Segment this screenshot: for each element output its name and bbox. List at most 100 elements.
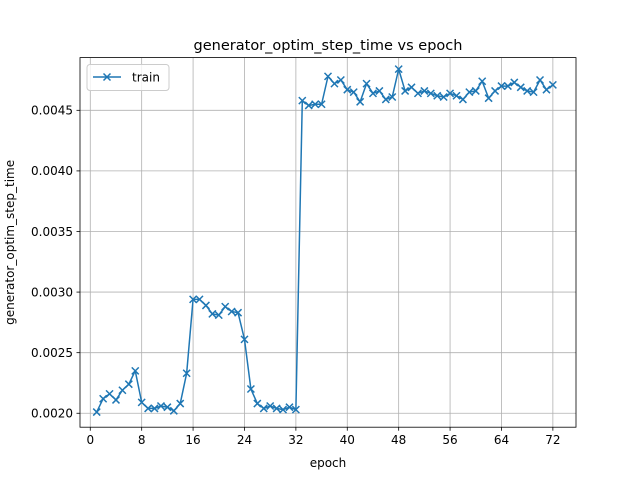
grid-lines xyxy=(80,57,576,428)
data-point-marker xyxy=(458,95,467,104)
data-point-marker xyxy=(201,301,210,310)
data-point-marker xyxy=(304,101,313,110)
data-point-marker xyxy=(317,100,326,109)
data-point-marker xyxy=(291,405,300,414)
data-point-marker xyxy=(362,79,371,88)
data-point-marker xyxy=(227,307,236,316)
data-point-marker xyxy=(420,86,429,95)
data-point-marker xyxy=(548,80,557,89)
data-point-marker xyxy=(208,309,217,318)
data-point-marker xyxy=(375,86,384,95)
axis-ticks: 0 8 16 24 32 40 48 56 64 72 0.0020 0.0025 0.0030 0.00… xyxy=(31,104,561,448)
data-point-marker xyxy=(246,384,255,394)
data-point-marker xyxy=(503,82,512,91)
data-point-marker xyxy=(433,91,442,100)
y-tick-label: 0.0045 xyxy=(31,104,73,118)
data-point-marker xyxy=(118,386,127,395)
data-point-marker xyxy=(182,369,191,378)
data-point-marker xyxy=(278,405,288,414)
plot-area xyxy=(80,57,576,428)
series-layer xyxy=(92,65,557,417)
x-tick-label: 64 xyxy=(494,433,509,447)
data-point-marker xyxy=(285,403,294,412)
data-point-marker xyxy=(176,399,185,408)
data-point-marker xyxy=(356,97,365,106)
x-tick-label: 40 xyxy=(340,433,355,447)
data-point-marker xyxy=(240,335,249,344)
data-point-marker xyxy=(497,82,506,91)
chart-title: generator_optim_step_time vs epoch xyxy=(194,38,463,54)
data-point-marker xyxy=(381,95,390,104)
data-point-marker xyxy=(144,404,153,413)
data-point-marker xyxy=(311,100,320,109)
y-axis-title: generator_optim_step_time xyxy=(3,160,17,325)
data-point-marker xyxy=(368,89,378,98)
x-tick-label: 32 xyxy=(288,433,303,447)
data-point-marker xyxy=(471,86,480,95)
y-tick-label: 0.0040 xyxy=(31,164,73,178)
data-point-marker xyxy=(131,366,140,375)
data-point-marker xyxy=(163,403,172,412)
data-point-marker xyxy=(446,89,455,98)
data-point-marker xyxy=(323,72,333,81)
data-point-marker xyxy=(465,88,474,97)
x-tick-label: 48 xyxy=(391,433,406,447)
data-point-marker xyxy=(150,404,159,413)
data-point-marker xyxy=(529,88,538,97)
x-tick-label: 0 xyxy=(86,433,94,447)
data-point-marker xyxy=(137,398,146,407)
data-point-marker xyxy=(214,311,223,320)
data-point-marker xyxy=(169,406,178,415)
data-point-marker xyxy=(523,86,532,95)
data-point-marker xyxy=(111,395,121,404)
y-tick-label: 0.0025 xyxy=(31,346,73,360)
data-point-marker xyxy=(452,91,461,100)
data-point-marker xyxy=(388,92,397,102)
data-point-marker xyxy=(221,302,230,311)
data-point-marker xyxy=(259,404,268,413)
data-point-marker xyxy=(407,83,416,92)
x-tick-label: 8 xyxy=(138,433,146,447)
legend-box xyxy=(86,64,170,91)
data-point-marker xyxy=(413,89,422,98)
data-point-marker xyxy=(478,77,487,86)
data-point-marker xyxy=(99,394,108,403)
data-point-marker xyxy=(426,89,435,98)
data-point-marker xyxy=(234,308,243,317)
x-tick-label: 24 xyxy=(237,433,252,447)
y-tick-label: 0.0020 xyxy=(31,407,73,421)
y-tick-label: 0.0030 xyxy=(31,285,73,299)
x-tick-label: 16 xyxy=(185,433,200,447)
x-axis-title: epoch xyxy=(310,456,347,470)
x-tick-label: 56 xyxy=(442,433,457,447)
data-point-marker xyxy=(439,92,448,102)
legend-marker-swatch xyxy=(102,72,112,82)
y-tick-label: 0.0035 xyxy=(31,225,73,239)
data-point-marker xyxy=(535,75,545,85)
data-point-marker xyxy=(253,399,262,408)
data-point-marker xyxy=(272,404,281,413)
data-point-marker xyxy=(105,389,114,398)
plot-frame xyxy=(79,57,577,428)
data-point-marker xyxy=(330,79,339,88)
data-point-marker xyxy=(349,88,358,97)
data-point-marker xyxy=(266,401,275,411)
data-point-marker xyxy=(336,75,345,85)
data-point-marker xyxy=(156,401,165,411)
legend: train xyxy=(86,64,170,91)
data-point-marker xyxy=(401,86,410,95)
data-point-marker xyxy=(195,295,204,304)
data-point-marker xyxy=(484,94,493,103)
data-point-marker xyxy=(394,65,403,74)
data-point-marker xyxy=(491,86,500,95)
data-point-marker xyxy=(516,83,525,92)
data-point-marker xyxy=(189,295,198,304)
data-point-marker xyxy=(510,78,519,87)
data-point-marker xyxy=(92,408,101,417)
legend-label-train: train xyxy=(132,71,160,85)
data-point-marker xyxy=(298,96,307,105)
data-point-marker xyxy=(343,85,352,94)
data-point-marker xyxy=(542,85,551,94)
x-tick-label: 72 xyxy=(545,433,560,447)
